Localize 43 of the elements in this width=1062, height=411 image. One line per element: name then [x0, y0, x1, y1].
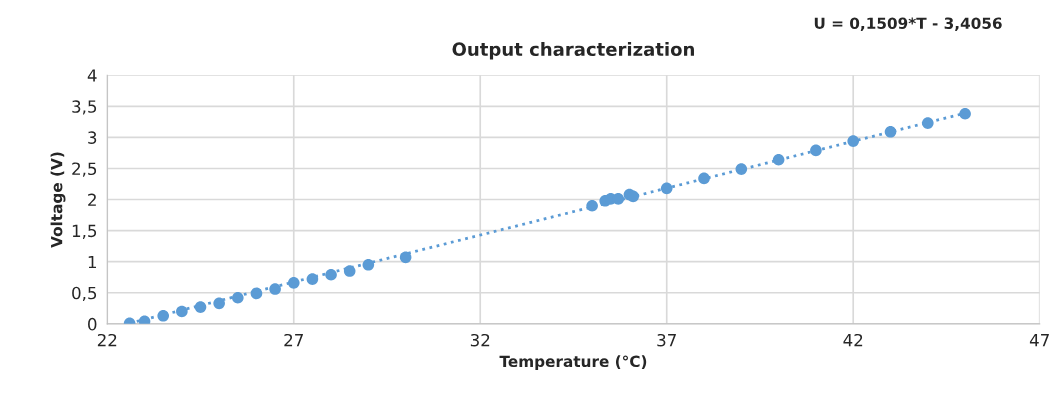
point [959, 107, 971, 120]
point [772, 153, 785, 166]
point [922, 117, 934, 129]
point [325, 268, 337, 281]
point [627, 190, 639, 203]
y-tick-label: 2 [88, 193, 96, 206]
y-tick-label: 1,5 [72, 224, 97, 239]
y-tick-label: 2,5 [72, 162, 97, 177]
point [194, 301, 207, 313]
point [250, 287, 263, 300]
point [362, 259, 375, 271]
x-tick-label: 47 [1029, 334, 1049, 347]
chart-title: Output characterization [452, 42, 694, 60]
point [269, 283, 281, 295]
y-tick-label: 0,5 [72, 286, 97, 302]
y-tick-label: 1 [88, 255, 96, 269]
y-tick-label: 0 [88, 317, 97, 331]
point [306, 273, 319, 285]
text: U = 0,1509*T - 3,4056 [814, 17, 1002, 31]
point [399, 251, 412, 264]
x-tick-label: 22 [97, 333, 117, 347]
point [343, 265, 356, 277]
point [176, 305, 188, 318]
y-tick-label: 3 [88, 131, 97, 144]
point [157, 309, 170, 322]
x-tick-label: 27 [284, 333, 303, 347]
x-axis-title: Temperature (°C) [499, 355, 647, 371]
point [287, 277, 300, 289]
y-tick-label: 3,5 [72, 100, 97, 115]
point [231, 291, 244, 304]
point [660, 182, 673, 195]
point [698, 172, 710, 185]
y-axis-title: Voltage (V) [50, 152, 66, 248]
point [586, 199, 598, 212]
x-tick-label: 37 [657, 333, 676, 347]
x-tick-label: 42 [843, 333, 863, 347]
point [213, 297, 225, 310]
y-tick-label: 4 [87, 69, 97, 82]
point [884, 125, 897, 138]
point [847, 135, 860, 147]
point [810, 144, 822, 157]
point [735, 163, 748, 175]
x-tick-label: 32 [470, 333, 490, 347]
